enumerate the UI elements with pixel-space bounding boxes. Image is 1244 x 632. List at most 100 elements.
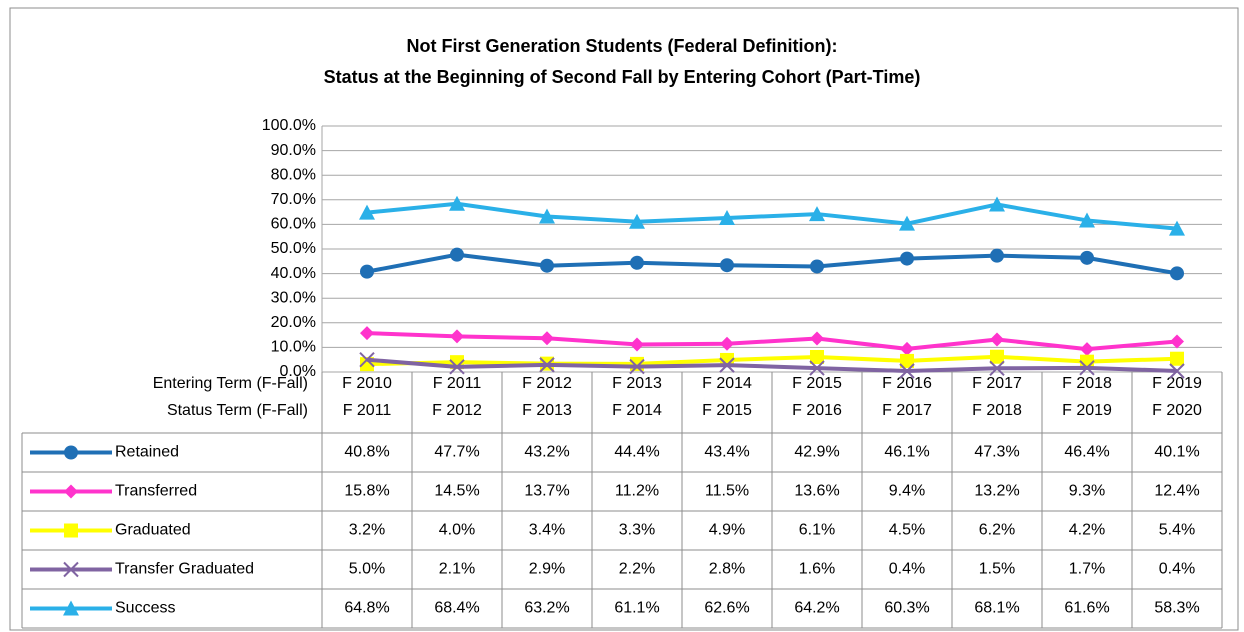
table-value: 12.4% xyxy=(1154,483,1199,500)
legend-label: Transfer Graduated xyxy=(115,561,254,578)
marker xyxy=(449,195,465,211)
marker xyxy=(1080,250,1094,265)
table-value: 43.4% xyxy=(704,444,749,461)
series-line xyxy=(366,354,1178,367)
table-value: 47.3% xyxy=(974,444,1019,461)
chart-title: Not First Generation Students (Federal D… xyxy=(406,36,837,56)
x-tick-label: F 2019 xyxy=(1152,375,1202,392)
table-value: 1.6% xyxy=(799,561,835,578)
marker xyxy=(63,561,79,578)
marker xyxy=(630,337,644,352)
marker xyxy=(900,353,914,368)
table-value: 13.2% xyxy=(974,483,1019,500)
table-value: 68.1% xyxy=(974,600,1019,617)
x-tick-label: F 2015 xyxy=(702,402,752,419)
table-value: 11.5% xyxy=(705,483,749,500)
x-tick-label: F 2017 xyxy=(972,375,1022,392)
table-value: 4.0% xyxy=(439,522,475,539)
table-value: 63.2% xyxy=(524,600,569,617)
table-value: 1.7% xyxy=(1069,561,1105,578)
table-value: 42.9% xyxy=(794,444,839,461)
marker xyxy=(539,357,555,373)
table-value: 4.2% xyxy=(1069,522,1105,539)
y-tick-label: 40.0% xyxy=(271,265,316,282)
marker xyxy=(990,332,1004,347)
table-value: 40.1% xyxy=(1154,444,1199,461)
table-value: 46.4% xyxy=(1064,444,1109,461)
series-line xyxy=(366,331,1178,352)
marker xyxy=(64,523,78,538)
table-value: 0.4% xyxy=(889,561,925,578)
legend-label: Retained xyxy=(115,444,179,461)
table-value: 64.2% xyxy=(794,600,839,617)
table-value: 0.4% xyxy=(1159,561,1195,578)
table-value: 40.8% xyxy=(344,444,389,461)
marker xyxy=(990,349,1004,364)
marker xyxy=(810,331,824,346)
y-tick-label: 20.0% xyxy=(271,314,316,331)
table-value: 58.3% xyxy=(1154,600,1199,617)
x-tick-label: F 2020 xyxy=(1152,402,1202,419)
legend-label: Success xyxy=(115,600,175,617)
marker xyxy=(809,360,825,376)
x-tick-label: F 2014 xyxy=(612,402,662,419)
table-value: 13.6% xyxy=(794,483,839,500)
x-tick-label: F 2010 xyxy=(342,375,392,392)
x-tick-label: F 2013 xyxy=(612,375,662,392)
marker xyxy=(360,326,374,341)
marker xyxy=(540,331,554,346)
x-tick-label: F 2016 xyxy=(792,402,842,419)
table-value: 61.1% xyxy=(614,600,659,617)
marker xyxy=(900,341,914,356)
x-tick-label: F 2014 xyxy=(702,375,752,392)
y-tick-label: 0.0% xyxy=(280,363,316,380)
marker xyxy=(989,196,1005,212)
table-value: 13.7% xyxy=(524,483,569,500)
table-value: 5.4% xyxy=(1159,522,1195,539)
table-value: 3.3% xyxy=(619,522,655,539)
marker xyxy=(719,357,735,373)
legend-label: Graduated xyxy=(115,522,191,539)
x-tick-label: F 2017 xyxy=(882,402,932,419)
marker xyxy=(719,210,735,226)
x-tick-label: F 2012 xyxy=(522,375,572,392)
y-tick-label: 30.0% xyxy=(271,289,316,306)
y-tick-label: 50.0% xyxy=(271,240,316,257)
y-tick-label: 100.0% xyxy=(262,117,316,134)
table-value: 3.2% xyxy=(349,522,385,539)
table-value: 60.3% xyxy=(884,600,929,617)
table-value: 1.5% xyxy=(979,561,1015,578)
table-value: 44.4% xyxy=(614,444,659,461)
table-value: 62.6% xyxy=(704,600,749,617)
x-tick-label: F 2018 xyxy=(972,402,1022,419)
marker xyxy=(64,445,78,460)
x-tick-label: F 2013 xyxy=(522,402,572,419)
marker xyxy=(720,258,734,273)
marker xyxy=(63,600,79,616)
marker xyxy=(899,363,915,379)
marker xyxy=(1079,212,1095,228)
marker xyxy=(990,248,1004,263)
marker xyxy=(539,208,555,224)
y-tick-label: 10.0% xyxy=(271,339,316,356)
marker xyxy=(1079,360,1095,376)
marker xyxy=(989,360,1005,377)
marker xyxy=(359,204,375,220)
row-label: Entering Term (F-Fall) xyxy=(153,375,308,392)
table-value: 9.3% xyxy=(1069,483,1105,500)
row-label: Status Term (F-Fall) xyxy=(167,402,308,419)
x-tick-label: F 2011 xyxy=(433,375,482,392)
marker xyxy=(1170,351,1184,366)
marker xyxy=(1169,220,1185,236)
table-value: 6.1% xyxy=(799,522,835,539)
chart-subtitle: Status at the Beginning of Second Fall b… xyxy=(324,67,921,87)
marker xyxy=(629,358,645,375)
marker xyxy=(64,484,78,499)
series-line xyxy=(366,252,1178,276)
marker xyxy=(449,359,465,375)
marker xyxy=(809,206,825,222)
marker xyxy=(630,255,644,270)
marker xyxy=(359,351,375,368)
table-value: 2.8% xyxy=(709,561,745,578)
